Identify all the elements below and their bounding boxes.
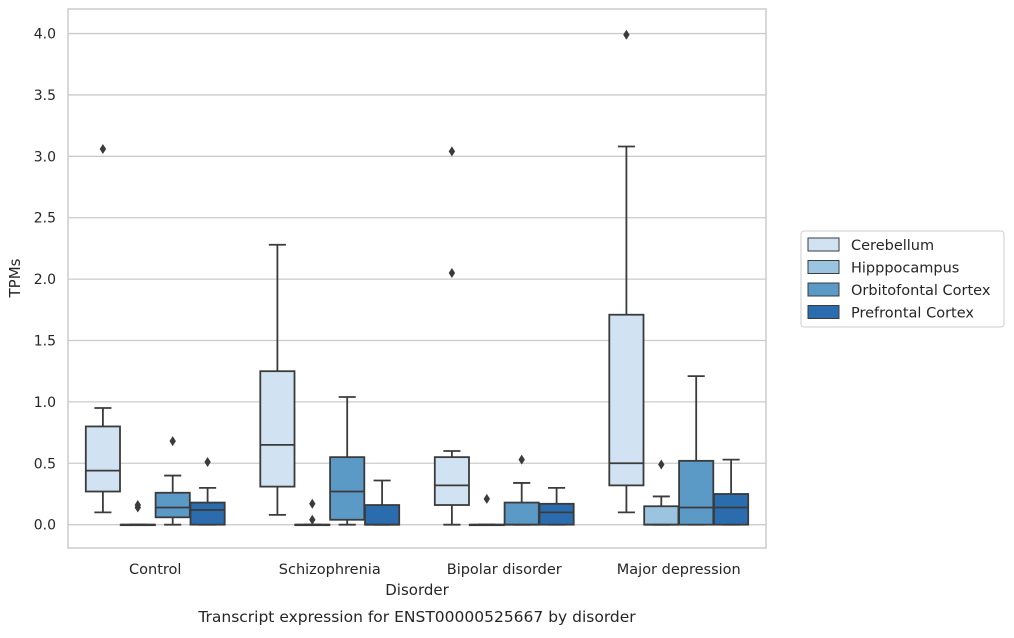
box-1-1 (294, 498, 331, 527)
y-tick-labels: 0.0 0.5 1.0 1.5 2.0 2.5 3.0 3.5 4.0 (34, 27, 56, 534)
box-1-3 (364, 479, 401, 526)
box-body (678, 459, 715, 526)
y-tick-label: 3.5 (34, 88, 56, 104)
box-body (364, 504, 401, 526)
box-body (259, 370, 296, 488)
outlier-point (309, 498, 316, 509)
x-tick-label: Control (129, 562, 181, 578)
outlier-point (623, 29, 630, 40)
x-tick-label: Bipolar disorder (447, 562, 562, 578)
outlier-point (134, 500, 141, 511)
plot-frame (67, 8, 767, 549)
gridlines (68, 32, 766, 526)
legend-swatch (807, 305, 840, 319)
boxes (84, 29, 750, 527)
box-body (433, 456, 470, 506)
box-2-0 (433, 146, 470, 526)
y-tick-label: 0.5 (34, 456, 56, 472)
box-0-3 (189, 457, 226, 526)
outlier-point (518, 454, 525, 465)
outlier-point (658, 459, 665, 470)
x-tick-label: Major depression (617, 562, 741, 578)
box-0-1 (119, 500, 156, 527)
box-1-2 (329, 396, 366, 526)
box-3-2 (678, 375, 715, 526)
box-body (154, 491, 191, 519)
box-body (503, 501, 540, 526)
box-2-2 (503, 454, 540, 526)
box-1-0 (259, 243, 296, 516)
box-body (189, 501, 226, 526)
box-2-3 (538, 486, 575, 526)
y-tick-label: 2.0 (34, 272, 56, 288)
legend-label: Orbitofontal Cortex (851, 283, 991, 299)
legend-label: Cerebellum (851, 238, 934, 254)
outlier-point (309, 514, 316, 525)
legend-label: Hipppocampus (851, 261, 959, 277)
outlier-point (448, 146, 456, 157)
y-tick-label: 1.0 (34, 395, 56, 411)
y-tick-label: 2.5 (34, 211, 56, 227)
box-body (643, 505, 680, 526)
chart-caption: Transcript expression for ENST0000052566… (197, 608, 636, 626)
x-tick-labels: Control Schizophrenia Bipolar disorder Majo… (129, 562, 741, 578)
box-body (538, 502, 575, 526)
box-body (329, 456, 366, 521)
legend-swatch (807, 282, 840, 297)
outlier-point (204, 457, 211, 468)
legend: Cerebellum Hipppocampus Orbitofontal Corte… (800, 230, 1005, 328)
y-tick-label: 3.0 (34, 149, 56, 165)
box-0-0 (84, 143, 121, 514)
x-axis-label: Disorder (385, 581, 449, 599)
box-body (713, 493, 750, 526)
legend-swatch (807, 260, 840, 274)
y-axis-label: TPMs (6, 258, 24, 298)
box-3-0 (608, 29, 645, 514)
legend-swatch (807, 237, 840, 252)
outlier-point (448, 267, 456, 278)
legend-label: Prefrontal Cortex (851, 306, 974, 322)
outlier-point (99, 143, 107, 154)
box-body (84, 425, 121, 493)
x-tick-label: Schizophrenia (279, 562, 381, 578)
box-3-3 (713, 458, 750, 526)
y-tick-label: 4.0 (34, 27, 56, 43)
y-tick-label: 1.5 (34, 334, 56, 350)
box-body (608, 313, 645, 487)
legend-frame (800, 230, 1005, 328)
y-tick-label: 0.0 (34, 518, 56, 534)
outlier-point (483, 493, 490, 504)
outlier-point (169, 436, 176, 447)
